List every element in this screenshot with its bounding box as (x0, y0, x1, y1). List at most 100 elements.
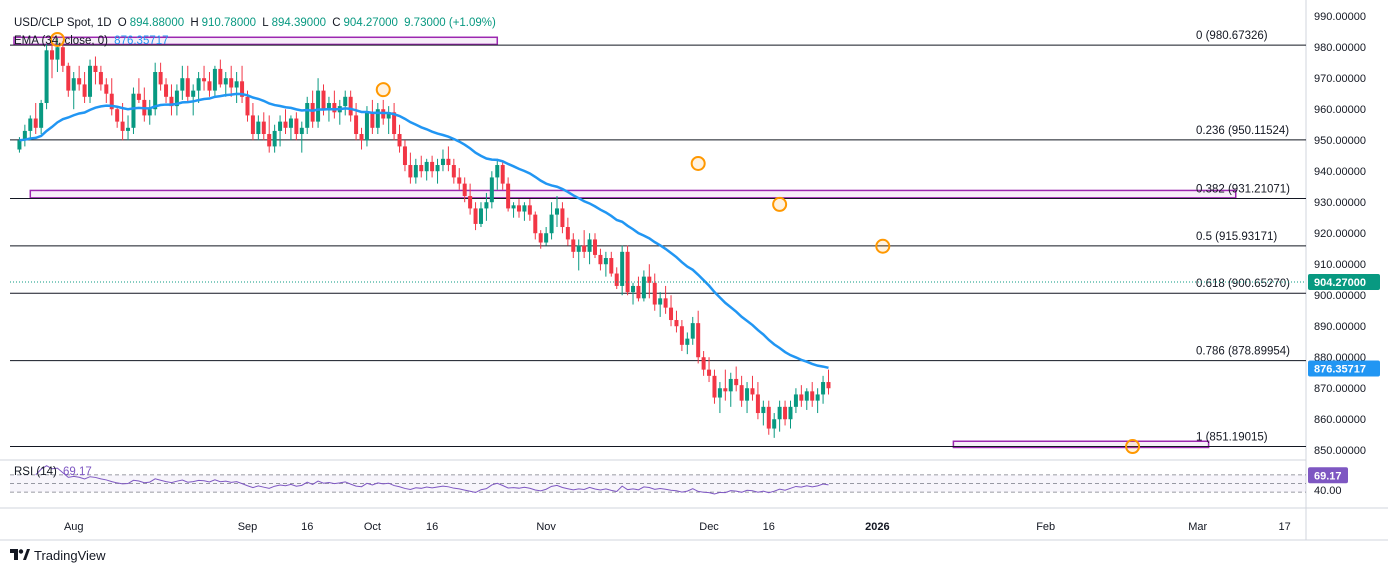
candle-body (55, 47, 60, 60)
symbol-legend: USD/CLP Spot, 1D O 894.88000 H 910.78000 L… (14, 17, 499, 29)
candle-body (625, 251, 630, 293)
candle-body (359, 134, 364, 141)
ema-tag-label: 876.35717 (1314, 364, 1366, 376)
time-tick-label: 2026 (865, 521, 889, 533)
candle-body (815, 394, 820, 401)
ema-line (19, 92, 829, 370)
price-tick-label: 920.00000 (1314, 228, 1366, 240)
ema-legend[interactable]: EMA (34, close, 0) 876.35717 (14, 35, 172, 47)
candle-body (489, 177, 494, 203)
rsi-tick-label: 40.00 (1314, 485, 1342, 497)
candle-body (462, 183, 467, 197)
candle-body (191, 90, 196, 97)
time-tick-label: Aug (64, 521, 84, 533)
candle-body (299, 127, 304, 135)
candle-body (587, 239, 592, 252)
candle-body (527, 205, 532, 215)
candle-body (717, 388, 722, 398)
candle-body (701, 357, 706, 370)
candle-body (603, 258, 608, 265)
candle-body (576, 245, 581, 252)
price-tick-label: 870.00000 (1314, 383, 1366, 395)
price-tick-label: 950.00000 (1314, 135, 1366, 147)
candle-body (821, 382, 826, 395)
candle-body (147, 109, 152, 116)
candle-body (294, 118, 299, 135)
candle-body (484, 202, 489, 209)
candle-body (326, 103, 331, 110)
candle-body (679, 326, 684, 345)
price-tick-label: 890.00000 (1314, 321, 1366, 333)
candle-body (620, 251, 625, 286)
candle-body (636, 285, 641, 299)
fib-level-label: 1 (851.19015) (1196, 432, 1268, 444)
candle-body (185, 78, 190, 97)
candle-body (386, 112, 391, 119)
candle-body (343, 96, 348, 107)
candle-body (392, 112, 397, 135)
candle-body (39, 103, 44, 128)
ema-label: EMA (34, close, 0) (14, 35, 108, 47)
candle-body (419, 165, 424, 172)
candle-body (174, 90, 179, 107)
candle-body (234, 81, 239, 88)
time-tick-label: Oct (364, 521, 381, 533)
open-value: 894.88000 (129, 17, 185, 29)
candle-body (283, 121, 288, 128)
candle-body (202, 78, 207, 82)
candle-body (457, 177, 462, 184)
candle-body (707, 369, 712, 376)
time-tick-label: Mar (1188, 521, 1207, 533)
candle-body (560, 208, 565, 228)
price-tick-label: 990.00000 (1314, 11, 1366, 23)
candle-body (245, 96, 250, 116)
candle-body (544, 233, 549, 243)
candle-body (468, 196, 473, 209)
candle-body (430, 161, 435, 172)
tradingview-logo-icon (10, 548, 30, 563)
candle-body (397, 134, 402, 147)
symbol-name: USD/CLP Spot, 1D (14, 17, 112, 29)
candle-body (473, 208, 478, 224)
candle-body (115, 109, 120, 122)
time-tick-label: Feb (1036, 521, 1055, 533)
candle-body (766, 406, 771, 429)
candle-body (196, 78, 201, 91)
candle-body (647, 276, 652, 283)
candle-body (750, 388, 755, 395)
rsi-label: RSI (14) (14, 466, 57, 478)
candle-body (511, 205, 516, 209)
candle-body (22, 130, 27, 141)
candle-body (109, 93, 114, 110)
candle-body (370, 112, 375, 128)
tradingview-brand[interactable]: TradingView (10, 548, 106, 563)
close-value: 904.27000 (343, 17, 398, 29)
candle-body (538, 233, 543, 243)
candle-body (240, 81, 245, 97)
rsi-line (35, 465, 829, 495)
time-tick-label: 16 (763, 521, 775, 533)
swing-marker (49, 31, 65, 47)
candle-body (98, 72, 103, 85)
candle-body (739, 385, 744, 401)
resistance-zone (13, 36, 499, 46)
fib-level-label: 0.5 (915.93171) (1196, 231, 1277, 243)
candle-body (571, 239, 576, 252)
candle-body (658, 298, 663, 305)
candle-body (321, 90, 326, 110)
price-tick-label: 940.00000 (1314, 166, 1366, 178)
low-value: 894.39000 (271, 17, 326, 29)
close-key: C (332, 17, 341, 29)
candle-body (669, 307, 674, 321)
swing-marker (772, 196, 788, 212)
rsi-legend[interactable]: RSI (14) 69.17 (14, 466, 95, 478)
time-tick-label: Nov (536, 521, 556, 533)
candle-body (593, 239, 598, 255)
swing-marker (875, 238, 891, 254)
low-key: L (262, 17, 269, 29)
candle-body (229, 78, 234, 88)
candle-body (631, 285, 636, 293)
candle-body (267, 134, 272, 147)
last-price-tag (1308, 273, 1380, 290)
